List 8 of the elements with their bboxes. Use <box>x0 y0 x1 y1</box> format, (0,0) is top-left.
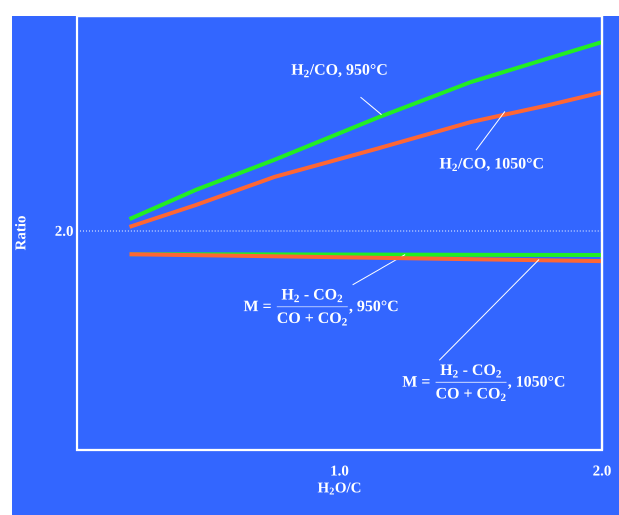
text: $\text{M = }\frac{\text{H}_{\text{2}}\text{ - CO}_{\text{2}}}{\text{CO + CO}_{\text{2}}}\text{, 1050°C}$ <box>402 364 564 401</box>
series-label: H$_{2}$/CO, 1050°C <box>440 158 543 172</box>
x-axis-title: H$_{2}$O/C <box>318 482 360 495</box>
text: 2.0 <box>55 226 73 236</box>
x-tick-label: 1.0 <box>331 466 348 476</box>
text: H$_{2}$/CO, 950°C <box>291 64 387 78</box>
text: $\text{M = }\frac{\text{H}_{\text{2}}\text{ - CO}_{\text{2}}}{\text{CO + CO}_{\text{2}}}\text{, 950°C}$ <box>244 288 398 326</box>
y-axis-title: Ratio <box>14 216 26 250</box>
